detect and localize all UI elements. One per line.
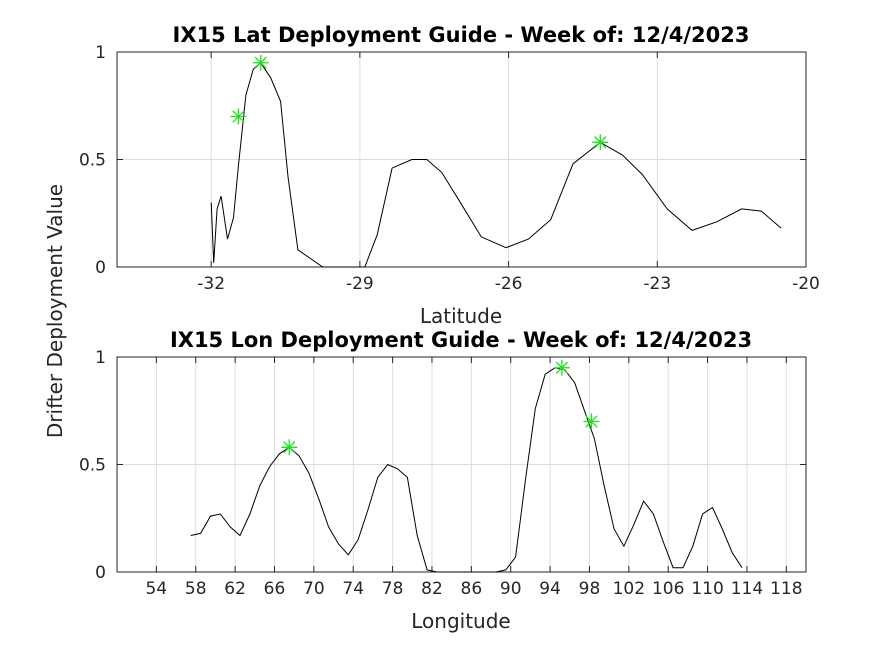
lon-x-tick-label: 70 [303, 579, 325, 599]
lon-x-tick-label: 62 [224, 579, 246, 599]
lon-y-tick-label: 0 [95, 563, 106, 583]
lat-y-tick-label: 0.5 [79, 151, 106, 171]
lon-x-tick-label: 106 [652, 579, 684, 599]
lon-chart-title: IX15 Lon Deployment Guide - Week of: 12/… [170, 328, 752, 352]
lon-x-tick-label: 54 [146, 579, 168, 599]
lon-x-tick-label: 86 [461, 579, 483, 599]
lon-y-tick-label: 1 [95, 348, 106, 368]
lon-x-tick-label: 114 [731, 579, 763, 599]
lon-x-tick-label: 90 [500, 579, 522, 599]
lon-x-tick-label: 118 [770, 579, 802, 599]
lon-x-tick-label: 98 [579, 579, 601, 599]
lon-highlight-marker [281, 439, 298, 456]
lat-series-line [210, 62, 782, 268]
lon-x-tick-label: 110 [691, 579, 723, 599]
lat-highlight-marker [252, 54, 269, 71]
lon-x-tick-label: 58 [185, 579, 207, 599]
lat-highlight-marker [592, 134, 609, 151]
shared-y-axis-label: Drifter Deployment Value [43, 184, 67, 438]
lon-x-tick-label: 82 [421, 579, 443, 599]
lon-x-tick-label: 78 [382, 579, 404, 599]
lon-series-line [190, 367, 743, 573]
lat-x-tick-label: -29 [346, 274, 374, 294]
lat-chart-title: IX15 Lat Deployment Guide - Week of: 12/… [173, 23, 750, 47]
lat-x-tick-label: -26 [495, 274, 523, 294]
lon-highlight-marker [553, 359, 570, 376]
lat-x-tick-label: -20 [792, 274, 820, 294]
lon-y-tick-label: 0.5 [79, 456, 106, 476]
lat-chart: IX15 Lat Deployment Guide - Week of: 12/… [79, 23, 820, 328]
lon-x-tick-label: 66 [264, 579, 286, 599]
lon-x-tick-label: 74 [342, 579, 364, 599]
lat-x-tick-label: -32 [197, 274, 225, 294]
lon-x-tick-label: 102 [613, 579, 645, 599]
lat-x-tick-label: -23 [643, 274, 671, 294]
lat-y-tick-label: 1 [95, 43, 106, 63]
lat-y-tick-label: 0 [95, 258, 106, 278]
lat-x-axis-label: Latitude [420, 304, 502, 328]
lon-x-tick-label: 94 [539, 579, 561, 599]
lon-x-axis-label: Longitude [411, 609, 510, 633]
lon-chart: IX15 Lon Deployment Guide - Week of: 12/… [79, 328, 807, 633]
lat-highlight-marker [230, 108, 247, 125]
lon-highlight-marker [583, 413, 600, 430]
